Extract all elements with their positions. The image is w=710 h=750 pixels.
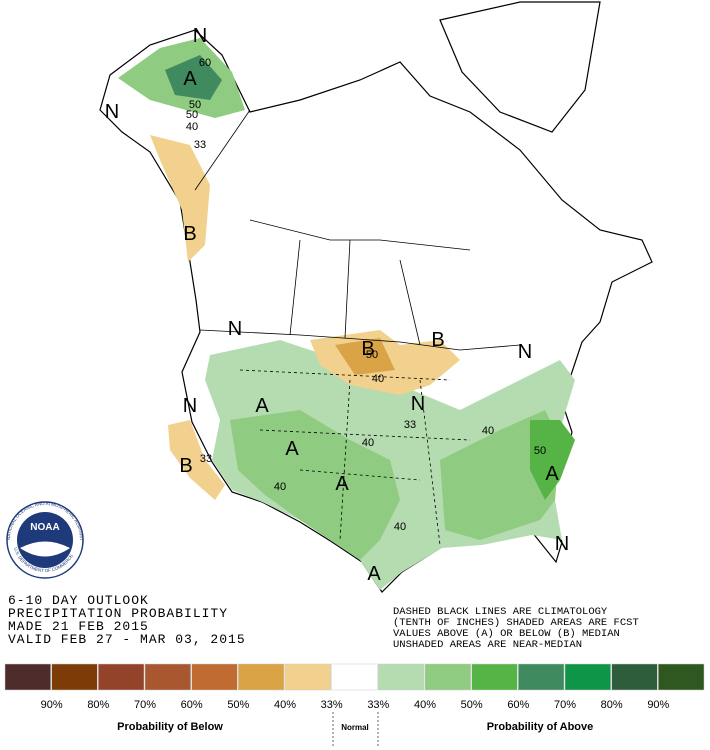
map-label: 40 [274,481,286,493]
map-label: B [361,338,374,360]
title-line: 6-10 DAY OUTLOOK [8,593,149,608]
map-label: 40 [372,373,384,385]
map-label: 50 [189,99,201,111]
title-line: VALID FEB 27 - MAR 03, 2015 [8,632,246,647]
map-label: B [183,223,196,245]
map-label: 33 [194,139,206,151]
legend-swatch [191,663,238,691]
legend-swatch [238,663,285,691]
map-label: 40 [186,121,198,133]
map-label: 40 [362,437,374,449]
legend-swatch [518,663,565,691]
map-label: N [105,101,119,123]
legend-label: 80% [601,699,623,711]
legend-below: Probability of Below [117,721,223,733]
note-line: VALUES ABOVE (A) OR BELOW (B) MEDIAN [393,628,620,640]
legend-label: 60% [181,699,203,711]
map-label: 40 [394,521,406,533]
map-label: N [518,341,532,363]
map-label: 50 [366,349,378,361]
map-label: A [183,68,197,90]
map-label: A [545,463,559,485]
legend-label: 80% [87,699,109,711]
legend-label: 70% [134,699,156,711]
legend: 90% 80% 70% 60% 50% 40% 33% 33% 40% 50% 60% 70% 80% 9… [4,663,705,711]
legend-label: 40% [414,699,436,711]
note-line: UNSHADED AREAS ARE NEAR-MEDIAN [393,639,582,651]
map-label: N [555,533,569,555]
legend-swatch [378,663,425,691]
map-label: N [228,318,242,340]
borders [194,109,521,546]
legend-swatch [471,663,518,691]
legend-swatch [4,663,51,691]
legend-label: 90% [647,699,669,711]
title-line: MADE 21 FEB 2015 [8,619,149,634]
legend-swatch [564,663,611,691]
map-label: B [431,329,444,351]
map-label: N [411,393,425,415]
map-label: N [183,395,197,417]
legend-label: 33% [321,699,343,711]
shaded-areas [118,38,575,590]
note-line: (TENTH OF INCHES) SHADED AREAS ARE FCST [393,617,639,629]
notes: DASHED BLACK LINES ARE CLIMATOLOGY(TENTH… [393,606,639,651]
legend-swatch [658,663,705,691]
legend-label: 60% [507,699,529,711]
legend-label: 50% [461,699,483,711]
legend-swatch [424,663,471,691]
map-label: B [179,455,192,477]
legend-label: 33% [367,699,389,711]
map-labels: NA6050504033NBNB5040BN3340AA40N40A5040NB… [105,25,569,585]
map-label: A [285,438,299,460]
logo-ring-text: NATIONAL OCEANIC AND ATMOSPHERIC ADMINIS… [0,0,84,541]
map-label: 33 [200,453,212,465]
legend-normal: Normal [341,723,369,732]
legend-swatch [144,663,191,691]
map-label: N [193,25,207,47]
legend-swatch [98,663,145,691]
legend-label: 50% [227,699,249,711]
legend-swatch [284,663,331,691]
map-label: 60 [199,57,211,69]
legend-swatch [331,663,378,691]
logo-name: NOAA [30,522,59,533]
title-line: PRECIPITATION PROBABILITY [8,606,228,621]
legend-above: Probability of Above [487,721,594,733]
map-label: A [335,473,349,495]
map-label: 40 [482,425,494,437]
logo-ring: NATIONAL OCEANIC AND ATMOSPHERIC ADMINIS… [0,0,84,541]
map-label: 50 [186,109,198,121]
map-label: 33 [404,419,416,431]
map-label: A [255,395,269,417]
note-line: DASHED BLACK LINES ARE CLIMATOLOGY [393,606,608,618]
map-label: A [367,563,381,585]
legend-swatch [51,663,98,691]
logo: NOAA NATIONAL OCEANIC AND ATMOSPHERIC AD… [0,0,84,579]
map-label: 50 [534,445,546,457]
legend-label: 90% [41,699,63,711]
legend-label: 40% [274,699,296,711]
legend-label: 70% [554,699,576,711]
legend-swatch [611,663,658,691]
